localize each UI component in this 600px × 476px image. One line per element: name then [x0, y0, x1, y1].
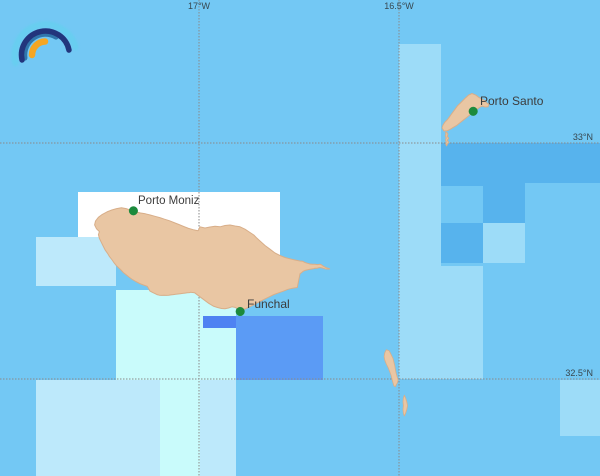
svg-text:32.5°N: 32.5°N [565, 368, 593, 378]
svg-text:Funchal: Funchal [247, 297, 290, 311]
svg-text:Porto Moniz: Porto Moniz [138, 195, 200, 207]
svg-text:17°W: 17°W [188, 1, 211, 11]
svg-text:16.5°W: 16.5°W [384, 1, 414, 11]
svg-text:33°N: 33°N [573, 132, 593, 142]
svg-text:Porto Santo: Porto Santo [480, 94, 544, 108]
